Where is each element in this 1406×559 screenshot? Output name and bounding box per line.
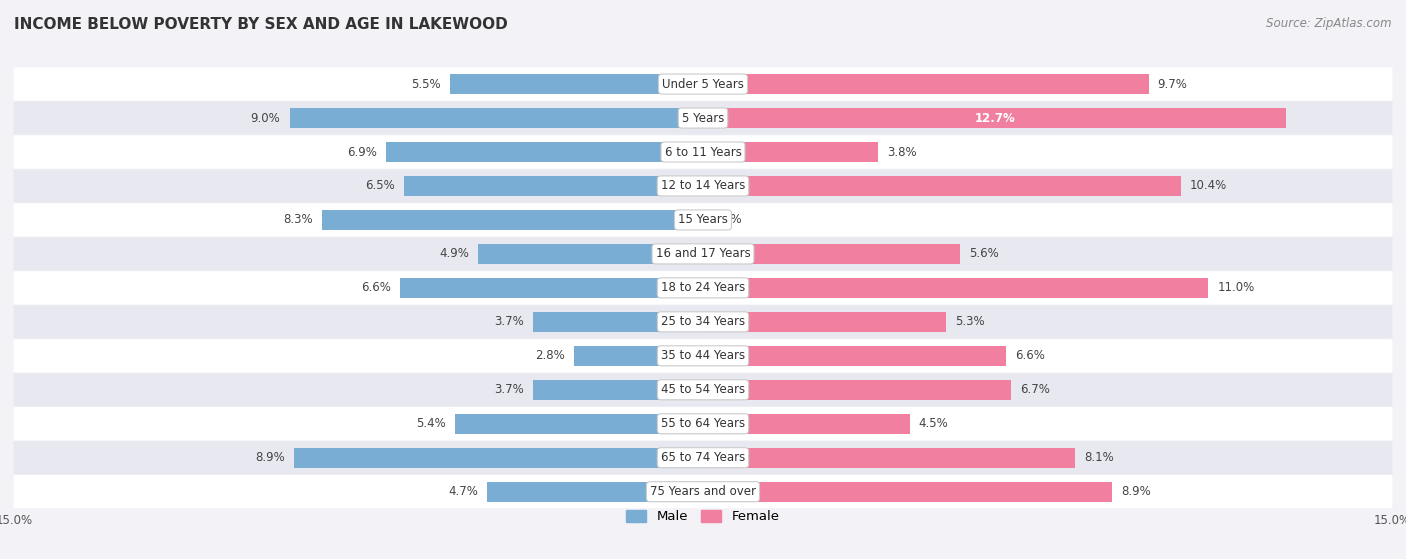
- Text: 3.7%: 3.7%: [494, 315, 524, 328]
- Bar: [703, 142, 877, 162]
- Text: 6.6%: 6.6%: [1015, 349, 1045, 362]
- Bar: [456, 414, 703, 434]
- Bar: [399, 278, 703, 298]
- FancyBboxPatch shape: [14, 441, 1392, 475]
- Bar: [450, 74, 703, 94]
- Text: INCOME BELOW POVERTY BY SEX AND AGE IN LAKEWOOD: INCOME BELOW POVERTY BY SEX AND AGE IN L…: [14, 17, 508, 32]
- Text: 2.8%: 2.8%: [536, 349, 565, 362]
- Bar: [387, 142, 703, 162]
- Bar: [703, 312, 946, 332]
- Text: 5.6%: 5.6%: [969, 248, 1000, 260]
- Text: 15 Years: 15 Years: [678, 214, 728, 226]
- Text: 8.1%: 8.1%: [1084, 451, 1114, 464]
- Text: 8.9%: 8.9%: [1121, 485, 1150, 498]
- Text: 8.9%: 8.9%: [256, 451, 285, 464]
- FancyBboxPatch shape: [14, 271, 1392, 305]
- Bar: [703, 380, 1011, 400]
- Bar: [322, 210, 703, 230]
- Text: 3.8%: 3.8%: [887, 145, 917, 159]
- Text: 16 and 17 Years: 16 and 17 Years: [655, 248, 751, 260]
- Text: 12 to 14 Years: 12 to 14 Years: [661, 179, 745, 192]
- Bar: [703, 108, 1286, 128]
- Bar: [703, 278, 1208, 298]
- Text: 3.7%: 3.7%: [494, 383, 524, 396]
- Bar: [294, 448, 703, 468]
- Text: 55 to 64 Years: 55 to 64 Years: [661, 417, 745, 430]
- Text: Under 5 Years: Under 5 Years: [662, 78, 744, 91]
- Bar: [703, 176, 1181, 196]
- Text: 11.0%: 11.0%: [1218, 281, 1254, 295]
- Bar: [533, 312, 703, 332]
- FancyBboxPatch shape: [14, 101, 1392, 135]
- Bar: [575, 345, 703, 366]
- Text: 75 Years and over: 75 Years and over: [650, 485, 756, 498]
- Text: 9.7%: 9.7%: [1157, 78, 1188, 91]
- Text: 6.9%: 6.9%: [347, 145, 377, 159]
- Bar: [533, 380, 703, 400]
- Text: 10.4%: 10.4%: [1189, 179, 1227, 192]
- Legend: Male, Female: Male, Female: [621, 505, 785, 529]
- Text: 5 Years: 5 Years: [682, 112, 724, 125]
- Text: 5.3%: 5.3%: [956, 315, 986, 328]
- FancyBboxPatch shape: [14, 68, 1392, 101]
- Text: Source: ZipAtlas.com: Source: ZipAtlas.com: [1267, 17, 1392, 30]
- Text: 6.7%: 6.7%: [1019, 383, 1050, 396]
- Text: 6.5%: 6.5%: [366, 179, 395, 192]
- Text: 65 to 74 Years: 65 to 74 Years: [661, 451, 745, 464]
- Text: 4.9%: 4.9%: [439, 248, 468, 260]
- Bar: [290, 108, 703, 128]
- Text: 5.5%: 5.5%: [412, 78, 441, 91]
- Bar: [703, 345, 1007, 366]
- Text: 45 to 54 Years: 45 to 54 Years: [661, 383, 745, 396]
- Text: 6 to 11 Years: 6 to 11 Years: [665, 145, 741, 159]
- Bar: [703, 244, 960, 264]
- Text: 4.5%: 4.5%: [920, 417, 949, 430]
- Bar: [703, 74, 1149, 94]
- FancyBboxPatch shape: [14, 203, 1392, 236]
- Bar: [703, 414, 910, 434]
- Bar: [703, 448, 1076, 468]
- FancyBboxPatch shape: [14, 169, 1392, 202]
- FancyBboxPatch shape: [14, 407, 1392, 440]
- Bar: [478, 244, 703, 264]
- Bar: [703, 481, 1112, 502]
- Text: 0.0%: 0.0%: [713, 214, 742, 226]
- Bar: [405, 176, 703, 196]
- Bar: [486, 481, 703, 502]
- FancyBboxPatch shape: [14, 305, 1392, 339]
- Text: 18 to 24 Years: 18 to 24 Years: [661, 281, 745, 295]
- FancyBboxPatch shape: [14, 339, 1392, 372]
- Text: 9.0%: 9.0%: [250, 112, 280, 125]
- Text: 5.4%: 5.4%: [416, 417, 446, 430]
- Text: 25 to 34 Years: 25 to 34 Years: [661, 315, 745, 328]
- FancyBboxPatch shape: [14, 475, 1392, 508]
- FancyBboxPatch shape: [14, 135, 1392, 169]
- Text: 6.6%: 6.6%: [361, 281, 391, 295]
- Text: 4.7%: 4.7%: [449, 485, 478, 498]
- Text: 8.3%: 8.3%: [283, 214, 312, 226]
- Text: 12.7%: 12.7%: [974, 112, 1015, 125]
- Text: 35 to 44 Years: 35 to 44 Years: [661, 349, 745, 362]
- FancyBboxPatch shape: [14, 373, 1392, 406]
- FancyBboxPatch shape: [14, 237, 1392, 271]
